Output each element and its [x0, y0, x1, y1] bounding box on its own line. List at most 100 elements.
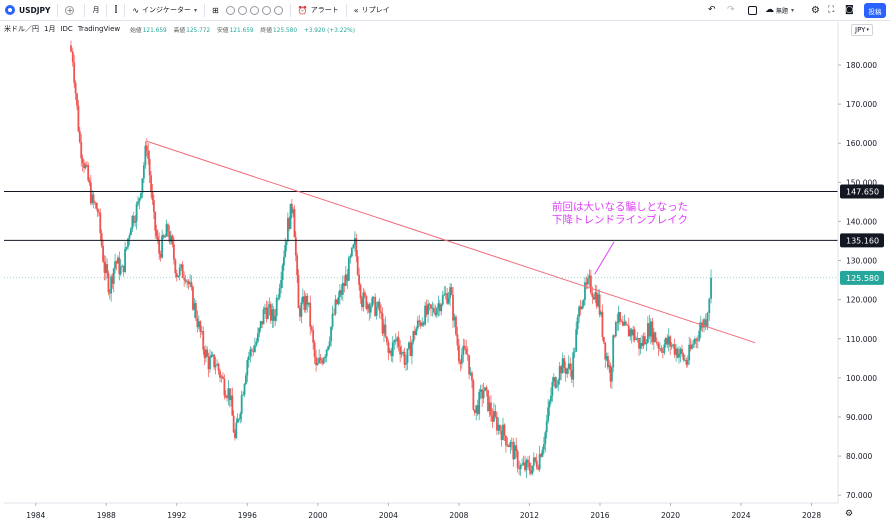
candle-body — [170, 235, 172, 242]
chart-type-button[interactable]: ⫿ — [109, 0, 122, 21]
candle-body — [83, 163, 85, 169]
snapshot-button[interactable]: ◙ — [840, 0, 859, 21]
y-tick-label: 160.000 — [846, 139, 877, 148]
candle-body — [613, 335, 616, 337]
legend-source: TradingView — [77, 25, 121, 33]
candle-body — [252, 350, 255, 352]
y-tick-label: 110.000 — [846, 335, 877, 344]
camera-icon: ◙ — [845, 5, 854, 15]
candle-body — [340, 290, 343, 295]
candle-body — [178, 267, 181, 276]
candle-body — [672, 344, 675, 346]
candle-body — [353, 238, 356, 245]
candle-body — [309, 302, 312, 327]
candle-body — [597, 294, 600, 307]
candle-body — [430, 304, 432, 309]
quick-buttons[interactable] — [224, 0, 288, 21]
candle-body — [518, 468, 521, 470]
y-tick-label: 80.000 — [846, 452, 872, 461]
candle-body — [424, 305, 427, 325]
candle-body — [582, 299, 585, 307]
candle-body — [673, 344, 676, 355]
candle-body — [516, 451, 519, 469]
candle-body — [585, 282, 588, 285]
candle-body — [274, 315, 277, 321]
alert-button[interactable]: ⏰ アラート — [293, 0, 344, 21]
candle-body — [150, 175, 152, 192]
candle-body — [108, 292, 111, 294]
candle-body — [346, 274, 349, 281]
candle-body — [612, 335, 615, 368]
candle-body — [285, 241, 288, 245]
candle-body — [406, 348, 409, 363]
interval-button[interactable]: 月 — [87, 0, 104, 21]
indicators-button[interactable]: ∿ インジケーター ▾ — [127, 0, 202, 21]
candle-body — [537, 467, 540, 470]
save-layout-button[interactable]: ☁ 無題 ▾ — [760, 0, 799, 21]
candle-body — [528, 462, 531, 471]
divider — [345, 3, 347, 17]
candle-body — [592, 296, 595, 300]
candle-body — [257, 333, 259, 342]
candle-body — [275, 297, 278, 316]
fullscreen-button[interactable]: ⛶ — [823, 0, 839, 21]
chart-annotation[interactable]: 前回は大いなる騙しとなった 下降トレンドラインブレイク — [552, 201, 688, 227]
compare-button[interactable]: + — [60, 0, 82, 21]
candle-body — [440, 304, 443, 312]
y-tick-label: 100.000 — [846, 374, 877, 383]
candle-body — [380, 311, 382, 314]
candle-body — [682, 353, 685, 360]
candle-body — [548, 401, 551, 408]
candle-body — [581, 306, 583, 310]
candle-body — [463, 345, 466, 349]
divider — [106, 3, 108, 17]
templates-button[interactable]: ⊞ — [207, 0, 224, 21]
high-label: 高値 — [173, 27, 186, 34]
candle-body — [210, 355, 213, 358]
candle-body — [73, 62, 76, 83]
settings-button[interactable]: ⚙ — [806, 0, 825, 21]
candle-body — [315, 357, 317, 366]
currency-label: JPY — [855, 26, 866, 34]
candle-body — [664, 338, 667, 345]
undo-button[interactable]: ↶ — [703, 0, 721, 21]
candle-body — [530, 470, 532, 474]
gear-icon: ⚙ — [811, 4, 820, 16]
candle-body — [234, 432, 236, 438]
x-tick-label: 2012 — [520, 511, 539, 520]
circle-icon — [273, 5, 283, 15]
candle-body — [434, 312, 437, 316]
scale-settings-gear-icon[interactable]: ⚙ — [845, 509, 854, 519]
open-value: 121.659 — [142, 27, 167, 34]
candle-body — [566, 368, 569, 374]
chevron-down-icon: ▾ — [194, 6, 198, 14]
y-tick-label: 90.000 — [846, 413, 872, 422]
layout-button[interactable] — [743, 0, 762, 21]
candle-body — [609, 365, 612, 382]
candle-body — [388, 350, 391, 353]
candle-body — [419, 322, 422, 326]
redo-button[interactable]: ↷ — [722, 0, 740, 21]
candle-body — [365, 295, 368, 309]
candle-body — [226, 397, 228, 399]
replay-button[interactable]: « リプレイ — [349, 0, 395, 21]
candle-body — [494, 410, 497, 417]
symbol-search[interactable]: USDJPY — [0, 0, 55, 21]
currency-selector[interactable]: JPY ▾ — [851, 24, 873, 36]
candle-body — [118, 257, 121, 275]
price-tags: 147.650 135.160 125.580 — [840, 184, 884, 285]
candle-body — [620, 320, 623, 322]
publish-button[interactable]: 投稿 — [864, 3, 886, 18]
candle-body — [413, 331, 416, 336]
candle-body — [200, 331, 203, 332]
candle-body — [125, 246, 128, 249]
candle-body — [554, 377, 557, 388]
candle-body — [78, 131, 81, 143]
candle-body — [184, 279, 187, 282]
high-value: 125.772 — [186, 27, 211, 34]
candle-body — [246, 360, 249, 376]
candle-body — [666, 338, 669, 345]
candle-body — [579, 306, 582, 310]
candle-body — [122, 265, 125, 272]
